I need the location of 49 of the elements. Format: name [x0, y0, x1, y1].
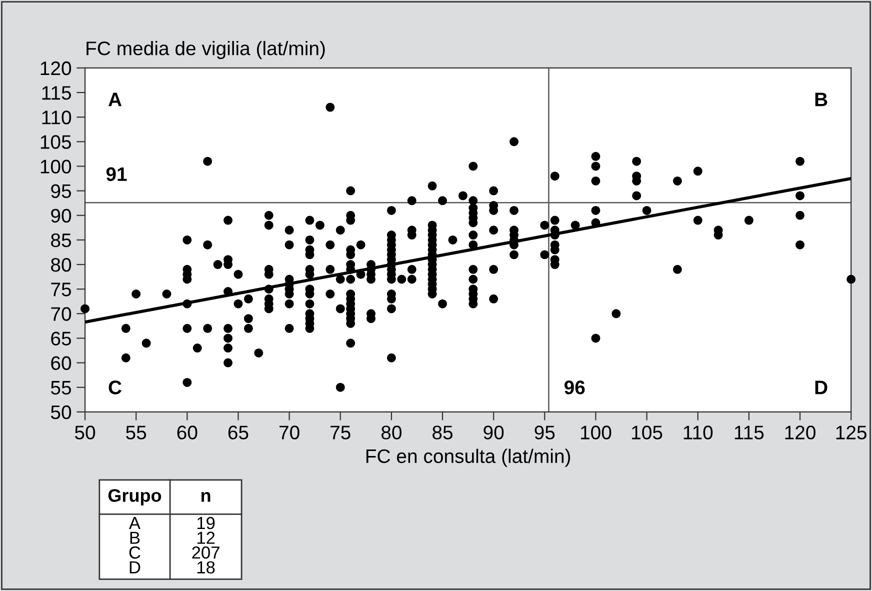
y-tick-label: 70	[51, 307, 72, 321]
text: n	[201, 492, 210, 502]
text: 12	[197, 532, 215, 544]
annotation: D	[815, 380, 828, 394]
annotation: B	[815, 92, 828, 106]
x-tick-label: 50	[74, 426, 96, 440]
text: 18	[197, 561, 215, 574]
y-tick-label: 115	[42, 86, 72, 100]
text: Grupo	[108, 489, 162, 506]
x-tick-label: 65	[228, 426, 248, 440]
y-tick-label: 55	[50, 381, 72, 395]
text: D	[130, 561, 140, 574]
x-tick-label: 125	[836, 426, 866, 440]
y-tick-label: 80	[51, 258, 72, 272]
x-axis-title: FC en consulta (lat/min)	[366, 448, 570, 467]
x-tick-label: 90	[484, 426, 504, 440]
x-tick-label: 70	[279, 426, 300, 440]
y-tick-label: 120	[40, 61, 72, 76]
x-tick-label: 55	[126, 426, 146, 440]
x-tick-label: 85	[432, 426, 453, 440]
x-tick-label: 60	[177, 426, 198, 440]
x-tick-label: 115	[734, 426, 764, 440]
x-tick-label: 100	[580, 426, 612, 440]
x-tick-label: 120	[785, 426, 816, 440]
annotation: 91	[106, 167, 127, 182]
y-tick-label: 95	[51, 184, 72, 198]
y-tick-label: 110	[42, 110, 72, 124]
y-tick-label: 85	[51, 233, 72, 248]
x-tick-label: 110	[684, 426, 713, 440]
text: 207	[192, 546, 220, 559]
y-tick-label: 75	[51, 282, 72, 296]
annotation: 96	[564, 380, 585, 394]
annotation: A	[108, 92, 122, 106]
text: C	[129, 546, 140, 559]
x-tick-label: 105	[632, 426, 662, 440]
x-tick-label: 80	[381, 426, 402, 440]
y-tick-label: 100	[40, 160, 72, 174]
text: B	[130, 532, 140, 544]
y-tick-label: 65	[51, 332, 72, 346]
y-tick-label: 50	[50, 405, 72, 420]
text: A	[128, 517, 140, 529]
y-tick-label: 105	[40, 135, 72, 149]
y-tick-label: 90	[51, 208, 72, 223]
y-tick-label: 60	[51, 356, 72, 370]
text: 19	[197, 516, 215, 530]
x-tick-label: 75	[330, 426, 350, 440]
x-tick-label: 95	[534, 426, 555, 440]
annotation: C	[108, 380, 122, 394]
y-axis-title: FC media de vigilia (lat/min)	[86, 40, 325, 60]
